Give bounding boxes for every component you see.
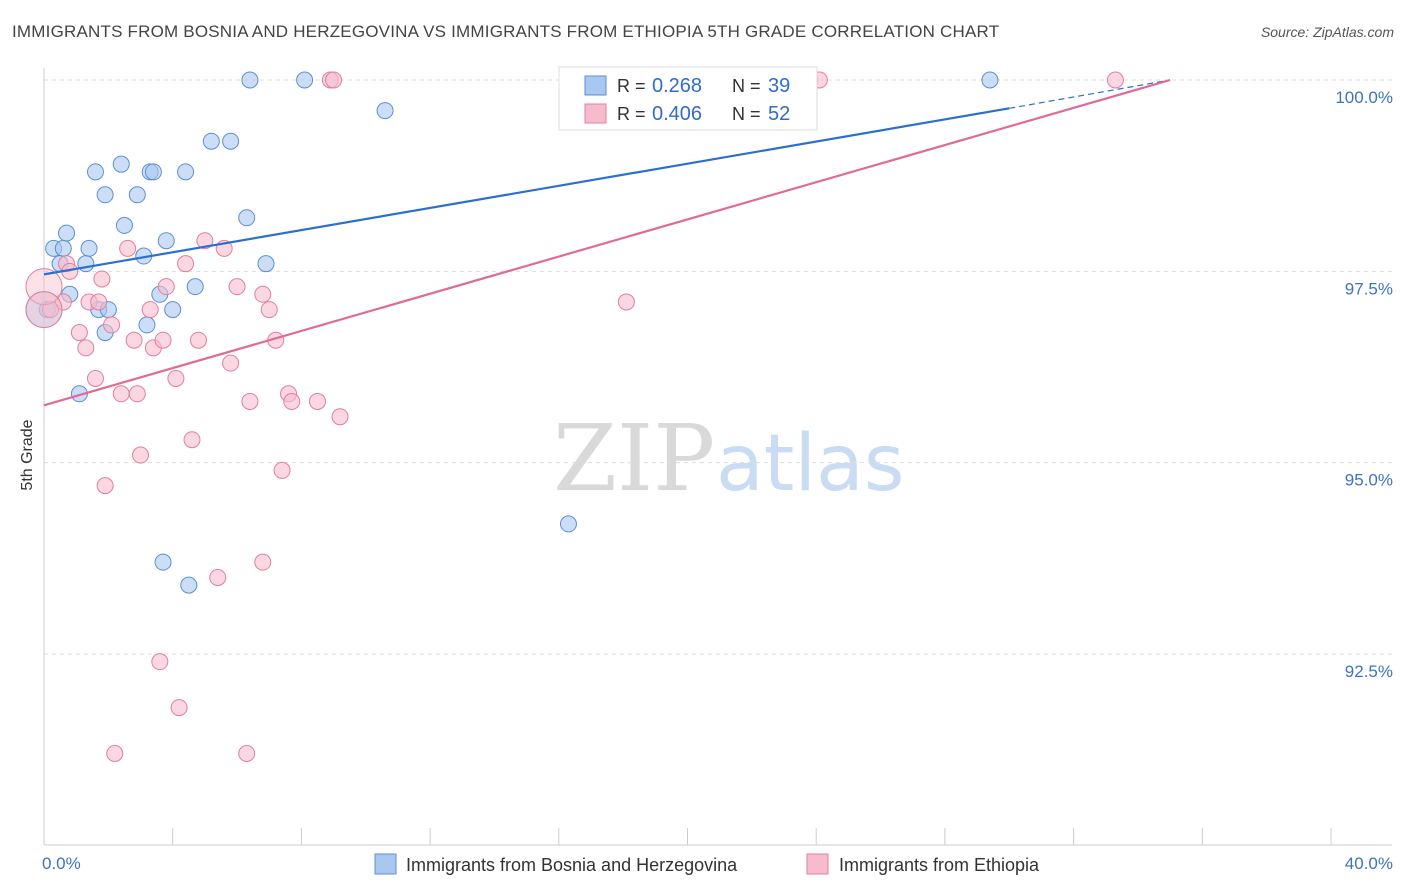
data-point-blue bbox=[559, 515, 577, 533]
data-point-blue bbox=[77, 255, 95, 273]
data-point-blue bbox=[981, 71, 999, 89]
data-point-pink bbox=[196, 232, 214, 250]
data-point-pink bbox=[177, 255, 195, 273]
y-tick-label: 92.5% bbox=[1345, 662, 1393, 681]
data-point-pink bbox=[103, 316, 121, 334]
watermark-zip: ZIP bbox=[553, 405, 715, 512]
data-point-pink bbox=[254, 285, 272, 303]
data-point-pink bbox=[54, 293, 72, 311]
data-point-pink bbox=[93, 270, 111, 288]
data-point-blue bbox=[58, 224, 76, 242]
y-tick-label: 95.0% bbox=[1345, 471, 1393, 490]
data-point-blue bbox=[180, 576, 198, 594]
data-point-blue bbox=[257, 255, 275, 273]
legend-top: R = 0.268 N = 39 R = 0.406 N = 52 bbox=[558, 66, 818, 131]
data-point-pink bbox=[141, 301, 159, 319]
data-point-pink bbox=[183, 431, 201, 449]
trend-line-blue bbox=[43, 107, 1010, 276]
data-point-pink bbox=[90, 293, 108, 311]
data-point-blue bbox=[296, 71, 314, 89]
data-point-pink bbox=[189, 331, 207, 349]
data-point-pink bbox=[283, 392, 301, 410]
data-point-pink bbox=[228, 278, 246, 296]
data-point-pink bbox=[241, 392, 259, 410]
data-point-pink bbox=[112, 385, 130, 403]
y-tick-label: 100.0% bbox=[1335, 88, 1393, 107]
data-point-blue bbox=[241, 71, 259, 89]
data-point-pink bbox=[167, 369, 185, 387]
data-point-blue bbox=[112, 155, 130, 173]
legend-n-value-2: 52 bbox=[768, 103, 790, 125]
y-axis-label: 5th Grade bbox=[19, 419, 36, 490]
data-point-blue bbox=[96, 186, 114, 204]
data-point-blue bbox=[128, 186, 146, 204]
data-point-pink bbox=[254, 553, 272, 571]
legend-swatch-pink bbox=[584, 103, 607, 124]
data-point-blue bbox=[202, 132, 220, 150]
data-point-pink bbox=[238, 744, 256, 762]
data-point-blue bbox=[164, 301, 182, 319]
data-point-pink bbox=[157, 278, 175, 296]
data-point-pink bbox=[25, 268, 63, 306]
data-point-blue bbox=[186, 278, 204, 296]
bottom-legend-swatch-pink bbox=[806, 853, 829, 875]
data-point-pink bbox=[96, 477, 114, 495]
data-point-blue bbox=[54, 239, 72, 257]
data-point-pink bbox=[331, 408, 349, 426]
bottom-legend-label-blue: Immigrants from Bosnia and Herzegovina bbox=[406, 855, 738, 875]
chart-title: IMMIGRANTS FROM BOSNIA AND HERZEGOVINA V… bbox=[12, 22, 1000, 41]
legend-r-value-2: 0.406 bbox=[652, 103, 702, 125]
data-point-pink bbox=[128, 385, 146, 403]
data-point-blue bbox=[80, 239, 98, 257]
data-point-pink bbox=[617, 293, 635, 311]
data-point-blue bbox=[138, 316, 156, 334]
bottom-legend-swatch-blue bbox=[374, 853, 397, 875]
data-point-blue bbox=[86, 163, 104, 181]
data-point-blue bbox=[222, 132, 240, 150]
trend-line-extension-blue bbox=[1009, 79, 1171, 109]
data-point-pink bbox=[325, 71, 343, 89]
data-point-pink bbox=[222, 354, 240, 372]
trend-line-pink bbox=[43, 78, 1171, 407]
data-point-pink bbox=[125, 331, 143, 349]
x-tick-label-max: 40.0% bbox=[1345, 854, 1393, 873]
legend-r-label-1: R = bbox=[617, 76, 646, 96]
data-point-pink bbox=[41, 301, 59, 319]
data-point-pink bbox=[154, 331, 172, 349]
data-point-blue bbox=[154, 553, 172, 571]
data-point-blue bbox=[177, 163, 195, 181]
data-point-pink bbox=[70, 324, 88, 342]
data-point-pink bbox=[209, 568, 227, 586]
data-point-pink bbox=[77, 339, 95, 357]
data-point-blue bbox=[157, 232, 175, 250]
y-tick-label: 97.5% bbox=[1345, 279, 1393, 298]
legend-swatch-blue bbox=[584, 75, 607, 96]
source-label: Source: ZipAtlas.com bbox=[1260, 24, 1394, 40]
watermark-atlas: atlas bbox=[716, 419, 905, 509]
data-point-pink bbox=[308, 392, 326, 410]
data-point-blue bbox=[238, 209, 256, 227]
data-point-pink bbox=[25, 291, 63, 329]
data-point-pink bbox=[132, 446, 150, 464]
data-point-blue bbox=[115, 216, 133, 234]
legend-r-label-2: R = bbox=[617, 104, 646, 124]
data-point-pink bbox=[119, 239, 137, 257]
data-point-pink bbox=[273, 461, 291, 479]
data-point-pink bbox=[170, 699, 188, 717]
data-point-pink bbox=[260, 301, 278, 319]
data-point-pink bbox=[1106, 71, 1124, 89]
data-point-blue bbox=[376, 102, 394, 120]
data-point-pink bbox=[106, 744, 124, 762]
legend-n-label-1: N = bbox=[732, 76, 761, 96]
legend-n-label-2: N = bbox=[732, 104, 761, 124]
bottom-legend-label-pink: Immigrants from Ethiopia bbox=[839, 855, 1040, 875]
legend-r-value-1: 0.268 bbox=[652, 75, 702, 97]
data-point-pink bbox=[86, 369, 104, 387]
legend-bottom: Immigrants from Bosnia and Herzegovina I… bbox=[374, 853, 1040, 875]
x-tick-label-min: 0.0% bbox=[42, 854, 81, 873]
data-point-blue bbox=[144, 163, 162, 181]
legend-n-value-1: 39 bbox=[768, 75, 790, 97]
data-point-pink bbox=[151, 653, 169, 671]
